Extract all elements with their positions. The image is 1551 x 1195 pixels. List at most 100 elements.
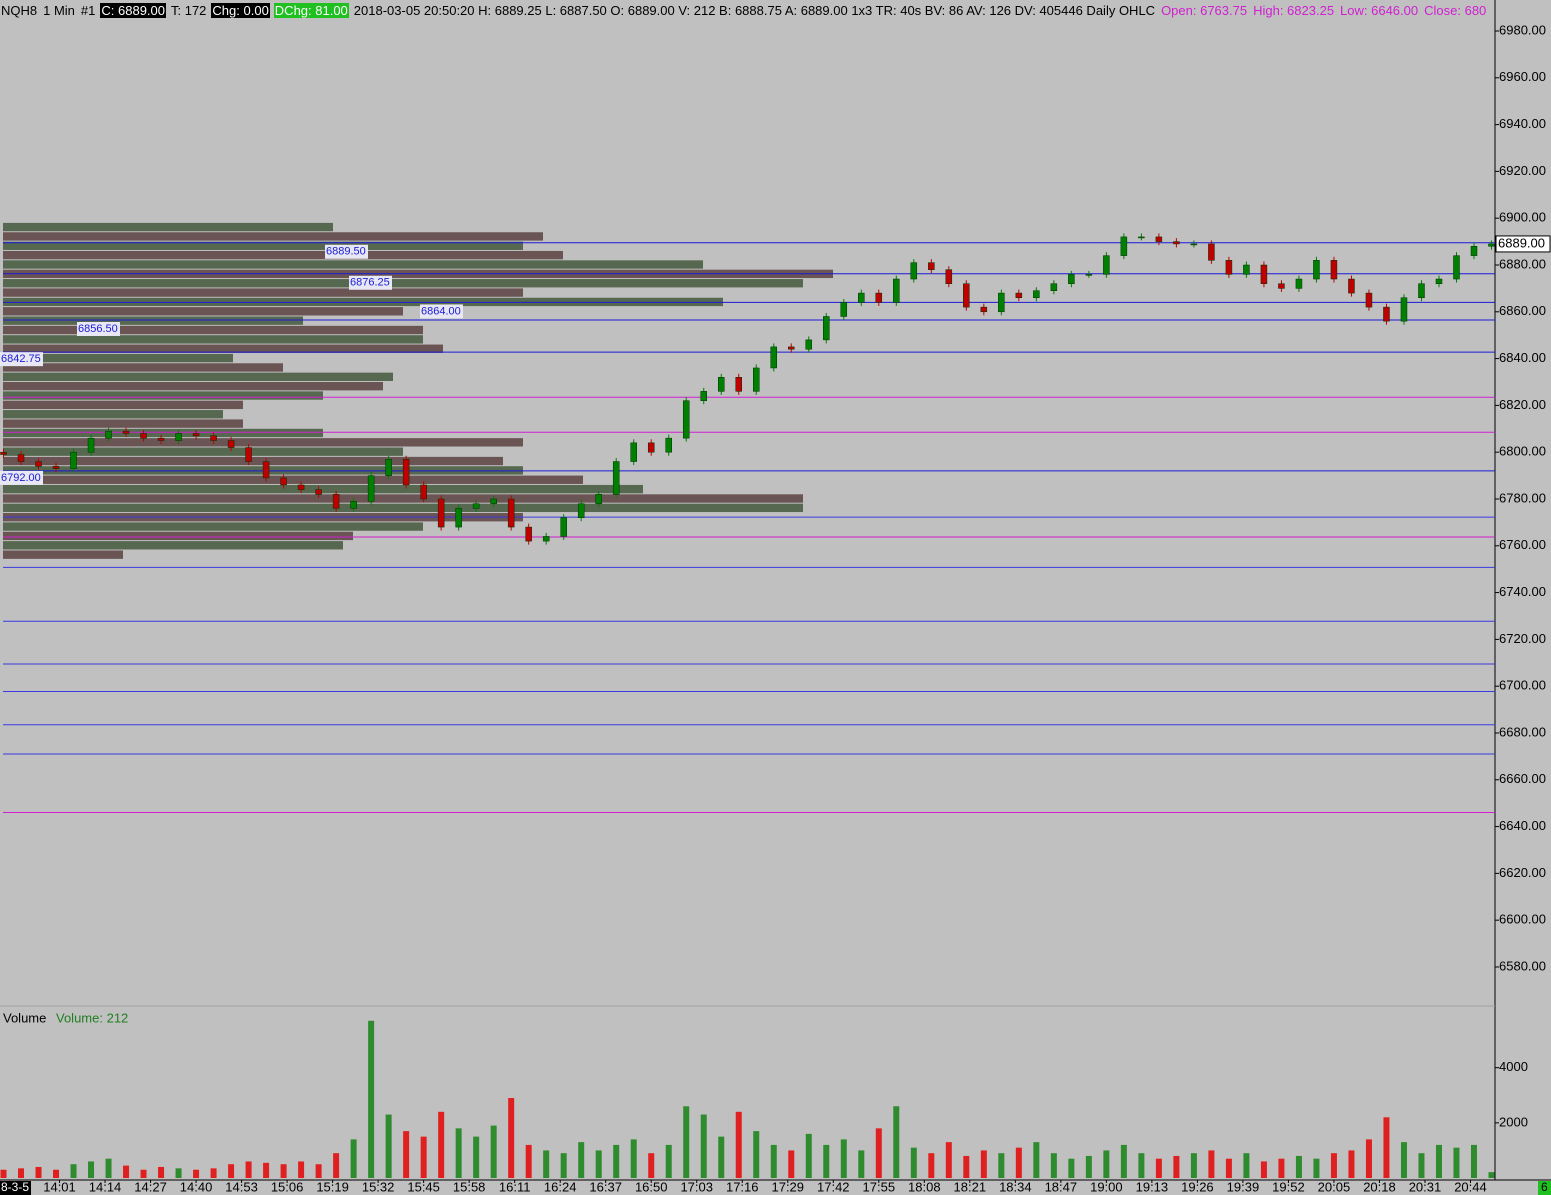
- candle-body: [315, 489, 322, 495]
- candle-body: [455, 508, 462, 528]
- level-label: 6792.00: [1, 472, 41, 484]
- profile-bar: [3, 419, 243, 428]
- profile-bar: [3, 522, 423, 531]
- daily-low: Low: 6646.00: [1340, 3, 1419, 18]
- candle-body: [1453, 255, 1460, 280]
- candle-body: [788, 346, 795, 350]
- volume-bar: [543, 1150, 550, 1178]
- candle-body: [682, 400, 690, 439]
- volume-bar: [1470, 1144, 1477, 1178]
- x-tick-label: 20:31: [1409, 1179, 1442, 1194]
- candle-body: [210, 435, 217, 441]
- volume-bar: [683, 1106, 690, 1178]
- x-tick-label: 18:21: [954, 1179, 987, 1194]
- volume-bar: [53, 1169, 60, 1178]
- candle-body: [1225, 260, 1233, 275]
- volume-bar: [140, 1169, 147, 1178]
- x-tick-label: 15:45: [407, 1179, 440, 1194]
- candle-body: [858, 292, 865, 303]
- last-price-label: 6889.00: [1498, 235, 1545, 250]
- volume-bar: [648, 1153, 655, 1178]
- symbol[interactable]: NQH8: [1, 3, 38, 18]
- x-tick-label: 15:58: [453, 1179, 486, 1194]
- candle-body: [928, 262, 935, 270]
- volume-bar: [1050, 1153, 1057, 1178]
- footer-left-bg: [0, 1181, 31, 1195]
- volume-bar: [438, 1111, 445, 1178]
- y-tick-label: 6860.00: [1499, 303, 1546, 318]
- volume-bar: [1243, 1153, 1250, 1178]
- interval[interactable]: 1 Min: [43, 3, 75, 18]
- volume-bar: [700, 1114, 707, 1178]
- x-tick-label: 19:26: [1181, 1179, 1214, 1194]
- candle-body: [350, 501, 357, 509]
- price-axis-area: [1495, 0, 1551, 1195]
- candle-body: [332, 494, 340, 509]
- candle-body: [1278, 283, 1285, 289]
- candle-body: [823, 316, 830, 341]
- x-tick-label: 18:08: [908, 1179, 941, 1194]
- candle-body: [1068, 274, 1075, 284]
- x-tick-label: 16:50: [635, 1179, 668, 1194]
- volume-bar: [1120, 1144, 1127, 1178]
- y-tick-label: 6940.00: [1499, 116, 1546, 131]
- volume-bar: [1313, 1158, 1320, 1178]
- candle-body: [1033, 290, 1040, 299]
- profile-bar: [3, 456, 503, 466]
- candle-body: [770, 346, 778, 369]
- candle-body: [1418, 283, 1425, 299]
- level-label-bg: [0, 470, 43, 485]
- candle-body: [87, 437, 95, 453]
- volume-bar: [123, 1165, 130, 1178]
- daily-high: High: 6823.25: [1253, 3, 1335, 18]
- candle-body: [1120, 236, 1128, 256]
- candle-body: [910, 262, 918, 280]
- profile-bar: [3, 250, 563, 260]
- volume-bar: [1435, 1144, 1442, 1178]
- volume-tick-label: 2000: [1499, 1114, 1528, 1129]
- candle-body: [1348, 278, 1355, 294]
- y-tick-label: 6800.00: [1499, 444, 1546, 459]
- y-tick-label: 6920.00: [1499, 163, 1546, 178]
- y-tick-label: 6680.00: [1499, 724, 1546, 739]
- profile-bar: [3, 353, 233, 363]
- volume-bar: [368, 1020, 375, 1178]
- volume-bar: [858, 1150, 865, 1178]
- x-tick-label: 14:14: [89, 1179, 122, 1194]
- footer-right: 6: [1541, 1180, 1548, 1194]
- volume-bar: [1348, 1150, 1355, 1178]
- volume-bar: [1085, 1155, 1092, 1178]
- profile-bar: [3, 316, 303, 325]
- candle-body: [735, 377, 742, 392]
- candle-body: [490, 498, 497, 504]
- y-tick-label: 6820.00: [1499, 397, 1546, 412]
- candle-body: [280, 477, 287, 486]
- candle-body: [1330, 260, 1338, 280]
- profile-bar: [3, 325, 423, 335]
- bar-info: 2018-03-05 20:50:20 H: 6889.25 L: 6887.5…: [353, 3, 1156, 18]
- candle-body: [1015, 292, 1023, 299]
- candle-body: [893, 278, 900, 303]
- candle-body: [17, 454, 25, 462]
- x-tick-label: 17:16: [726, 1179, 759, 1194]
- candle-body: [35, 461, 42, 467]
- candle-body: [245, 447, 252, 462]
- candle-body: [192, 433, 200, 437]
- candle-body: [1313, 260, 1320, 280]
- profile-bar: [3, 307, 403, 316]
- profile-bar: [3, 503, 803, 513]
- candle-body: [52, 465, 60, 469]
- volume-bar: [910, 1147, 917, 1178]
- volume-bar: [263, 1162, 270, 1178]
- change-readout: Chg: 0.00: [211, 3, 270, 18]
- candle-body: [560, 517, 567, 537]
- y-tick-label: 6720.00: [1499, 631, 1546, 646]
- volume-bar: [875, 1128, 882, 1178]
- candle-body: [472, 503, 480, 509]
- volume-readout: Volume: 212: [56, 1010, 128, 1025]
- volume-bar: [1418, 1153, 1425, 1178]
- volume-bar: [1400, 1142, 1407, 1178]
- level-label: 6864.00: [421, 305, 461, 317]
- y-tick-label: 6980.00: [1499, 22, 1546, 37]
- profile-bar: [3, 241, 523, 250]
